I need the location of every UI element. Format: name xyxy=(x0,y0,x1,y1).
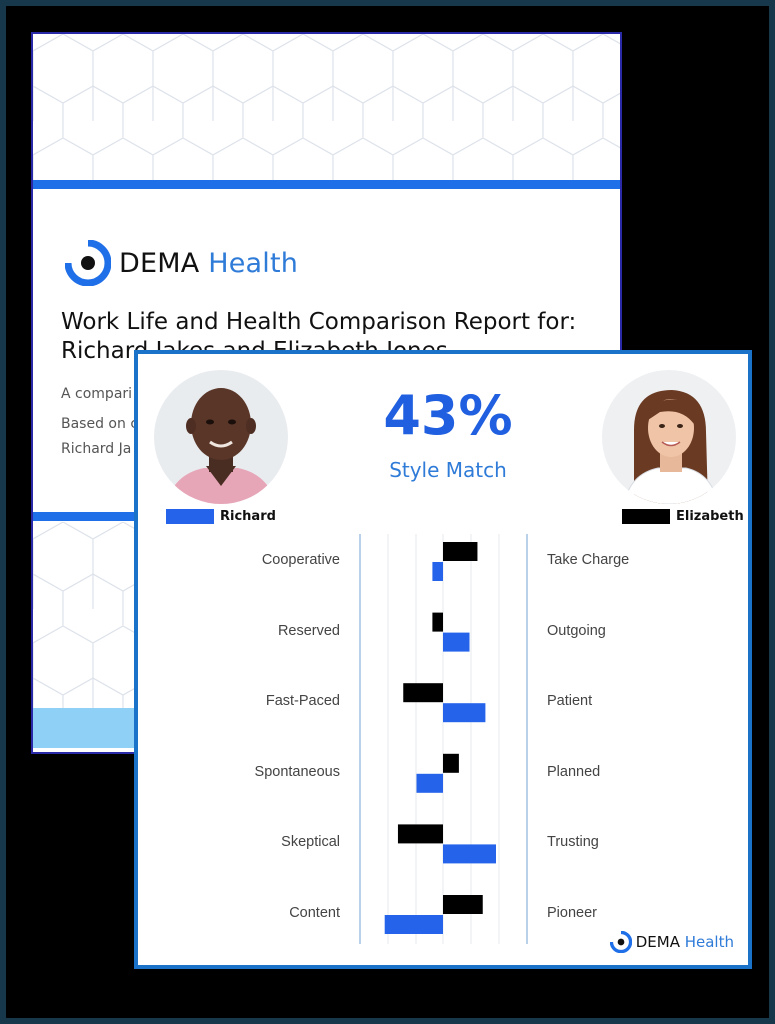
logo-word-dark: DEMA xyxy=(119,247,200,279)
hex-pattern-top xyxy=(33,34,620,180)
bar-richard xyxy=(416,773,443,793)
trait-label-right: Patient xyxy=(547,693,593,710)
report-subtitle-line3: Richard Ja xyxy=(61,441,132,457)
report-title-line1: Work Life and Health Comparison Report f… xyxy=(61,309,577,335)
legend-label-elizabeth: Elizabeth xyxy=(676,509,744,524)
logo-ring-icon xyxy=(65,240,111,286)
trait-label-left: Fast-Paced xyxy=(265,693,340,710)
legend-swatch-elizabeth xyxy=(622,509,670,524)
card-logo-ring-icon xyxy=(609,931,632,953)
trait-label-right: Trusting xyxy=(547,834,599,851)
dema-health-logo: DEMA Health xyxy=(65,240,298,286)
bar-elizabeth xyxy=(397,824,443,844)
legend-label-richard: Richard xyxy=(220,509,276,524)
bar-elizabeth xyxy=(432,612,443,632)
trait-label-left: Reserved xyxy=(277,622,340,639)
style-match-label: Style Match xyxy=(389,458,507,482)
trait-label-left: Content xyxy=(289,905,340,921)
trait-label-left: Cooperative xyxy=(261,552,340,568)
style-match-percentage: 43% xyxy=(383,384,513,447)
bar-richard xyxy=(384,915,443,934)
bar-elizabeth xyxy=(443,542,478,561)
legend-swatch-richard xyxy=(166,509,214,524)
avatar-richard xyxy=(154,370,288,504)
style-match-card: 43% Style Match Richard Elizabeth Cooper… xyxy=(134,350,752,969)
trait-label-right: Outgoing xyxy=(547,622,606,639)
bar-richard xyxy=(432,562,443,581)
card-logo-word-blue: Health xyxy=(684,933,734,951)
trait-label-left: Spontaneous xyxy=(254,763,340,780)
bar-elizabeth xyxy=(443,895,483,914)
trait-label-right: Take Charge xyxy=(547,552,630,568)
trait-comparison-chart xyxy=(359,534,528,944)
trait-label-left: Skeptical xyxy=(281,834,340,851)
card-dema-health-logo: DEMA Health xyxy=(609,931,734,953)
blue-stripe-top xyxy=(33,180,620,189)
bar-richard xyxy=(443,632,470,652)
bar-elizabeth xyxy=(403,683,443,703)
logo-word-blue: Health xyxy=(208,247,299,279)
legend-richard: Richard xyxy=(166,509,276,524)
trait-label-right: Planned xyxy=(547,763,601,780)
bar-elizabeth xyxy=(443,753,459,773)
bar-richard xyxy=(443,703,486,723)
trait-label-right: Pioneer xyxy=(547,905,597,921)
avatar-elizabeth xyxy=(602,370,736,504)
card-logo-word-dark: DEMA xyxy=(635,933,680,951)
report-subtitle-line1: A compari xyxy=(61,386,133,402)
bar-richard xyxy=(443,844,496,864)
report-subtitle-line2: Based on c xyxy=(61,416,139,432)
legend-elizabeth: Elizabeth xyxy=(622,509,744,524)
